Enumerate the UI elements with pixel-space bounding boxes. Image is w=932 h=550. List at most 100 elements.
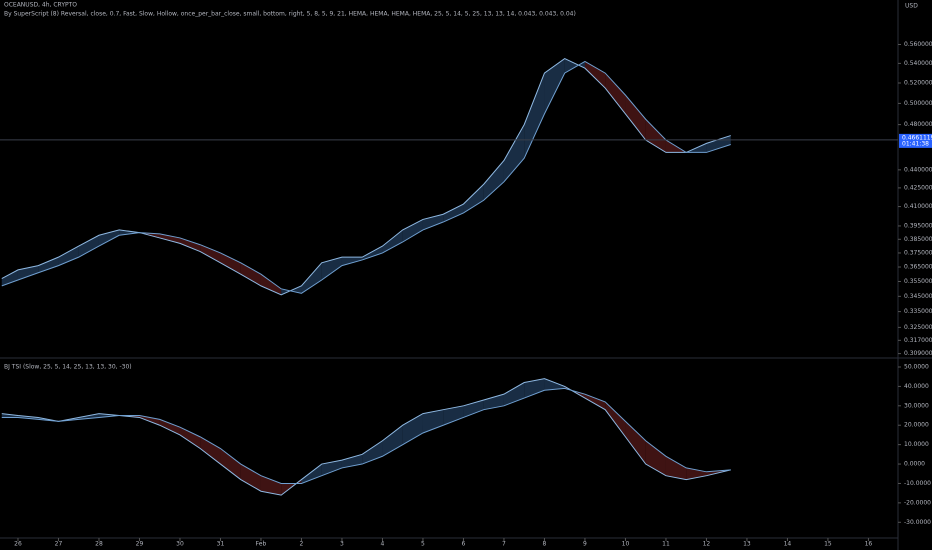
band-fill xyxy=(179,237,201,252)
band-fill xyxy=(483,160,504,201)
y-tick-label: 0.44000000 xyxy=(904,166,932,173)
y-tick-label: 0.54000000 xyxy=(904,60,932,67)
band-fill xyxy=(645,119,666,153)
y-tick-label: 0.41000000 xyxy=(904,203,932,210)
x-tick-label: 30 xyxy=(176,541,184,548)
study-settings: By SuperScript (8) Reversal, close, 0.7,… xyxy=(4,11,576,18)
last-price-box xyxy=(899,133,932,148)
band-fill xyxy=(200,436,221,465)
band-fill xyxy=(564,58,585,74)
series-line xyxy=(1,387,731,484)
indicator-title: BJ TSI (Slow, 25, 5, 14, 25, 13, 13, 30,… xyxy=(4,364,132,371)
y-tick-label: 0.36500000 xyxy=(904,264,932,271)
band-fill xyxy=(159,419,180,435)
series-line xyxy=(1,378,731,496)
band-fill xyxy=(341,257,363,266)
band-fill xyxy=(179,427,201,449)
y-tick-label: 0.31700000 xyxy=(904,337,932,344)
band-fill xyxy=(362,246,383,260)
y-tick-label: 10.0000 xyxy=(904,441,929,448)
band-fill xyxy=(200,244,221,263)
band-fill xyxy=(665,456,687,480)
currency-label: USD xyxy=(905,3,918,10)
band-fill xyxy=(544,58,565,114)
band-fill xyxy=(443,204,464,223)
y-tick-label: 0.50000000 xyxy=(904,100,932,107)
y-tick-label: 0.30900000 xyxy=(904,350,932,357)
y-tick-label: -20.0000 xyxy=(904,499,931,506)
x-tick-label: 28 xyxy=(95,541,103,548)
last-price-label: 0.46611197 xyxy=(902,134,932,141)
y-tick-label: 0.52000000 xyxy=(904,79,932,86)
y-tick-label: 40.0000 xyxy=(904,383,929,390)
band-fill xyxy=(584,394,606,410)
band-fill xyxy=(605,73,626,114)
band-fill xyxy=(220,252,241,275)
band-fill xyxy=(382,229,403,253)
band-fill xyxy=(301,262,322,294)
band-fill xyxy=(706,135,731,153)
y-tick-label: -10.0000 xyxy=(904,480,931,487)
y-tick-label: 0.35500000 xyxy=(904,278,932,285)
band-fill xyxy=(483,394,504,410)
y-tick-label: 0.38500000 xyxy=(904,236,932,243)
band-fill xyxy=(240,464,261,492)
band-fill xyxy=(645,440,666,476)
x-tick-label: 13 xyxy=(743,541,751,548)
x-tick-label: 4 xyxy=(381,541,385,548)
band-fill xyxy=(625,421,646,465)
x-tick-label: 6 xyxy=(462,541,466,548)
y-tick-label: 0.34500000 xyxy=(904,293,932,300)
band-fill xyxy=(260,274,282,295)
band-fill xyxy=(58,246,79,266)
y-tick-label: 0.42500000 xyxy=(904,184,932,191)
band-fill xyxy=(443,405,464,426)
x-tick-label: 5 xyxy=(421,541,425,548)
band-fill xyxy=(321,460,342,476)
band-fill xyxy=(605,401,626,437)
band-fill xyxy=(38,257,59,273)
x-tick-label: 16 xyxy=(865,541,873,548)
x-tick-label: 11 xyxy=(662,541,670,548)
band-fill xyxy=(524,378,545,399)
x-tick-label: 27 xyxy=(55,541,63,548)
band-fill xyxy=(402,219,423,242)
series-line xyxy=(1,58,731,296)
band-fill xyxy=(584,61,606,89)
y-tick-label: 50.0000 xyxy=(904,363,929,370)
y-tick-label: 0.0000 xyxy=(904,461,925,468)
x-tick-label: 10 xyxy=(622,541,630,548)
y-tick-label: 0.33500000 xyxy=(904,308,932,315)
y-tick-label: 0.48000000 xyxy=(904,121,932,128)
y-tick-label: 20.0000 xyxy=(904,422,929,429)
band-fill xyxy=(463,184,484,213)
band-fill xyxy=(301,464,322,484)
x-tick-label: 15 xyxy=(824,541,832,548)
y-tick-label: 30.0000 xyxy=(904,402,929,409)
x-tick-label: 26 xyxy=(14,541,22,548)
band-fill xyxy=(119,229,140,236)
band-fill xyxy=(402,413,423,445)
y-tick-label: -30.0000 xyxy=(904,519,931,526)
y-tick-label: 0.37500000 xyxy=(904,249,932,256)
y-tick-label: 0.32500000 xyxy=(904,324,932,331)
x-tick-label: 2 xyxy=(300,541,304,548)
band-fill xyxy=(78,235,99,258)
x-tick-label: Feb xyxy=(256,541,267,548)
band-fill xyxy=(524,73,545,159)
symbol-title: OCEANUSD, 4h, CRYPTO xyxy=(4,2,77,9)
x-tick-label: 14 xyxy=(784,541,792,548)
band-fill xyxy=(544,378,565,391)
band-fill xyxy=(260,475,282,496)
band-fill xyxy=(220,448,241,480)
x-tick-label: 9 xyxy=(583,541,587,548)
y-tick-label: 0.39500000 xyxy=(904,222,932,229)
band-fill xyxy=(1,269,18,286)
band-fill xyxy=(382,425,403,457)
series-line xyxy=(1,60,731,294)
x-tick-label: 31 xyxy=(217,541,225,548)
band-fill xyxy=(625,95,646,141)
countdown-label: 01:41:38 xyxy=(902,140,929,147)
band-fill xyxy=(240,262,261,286)
